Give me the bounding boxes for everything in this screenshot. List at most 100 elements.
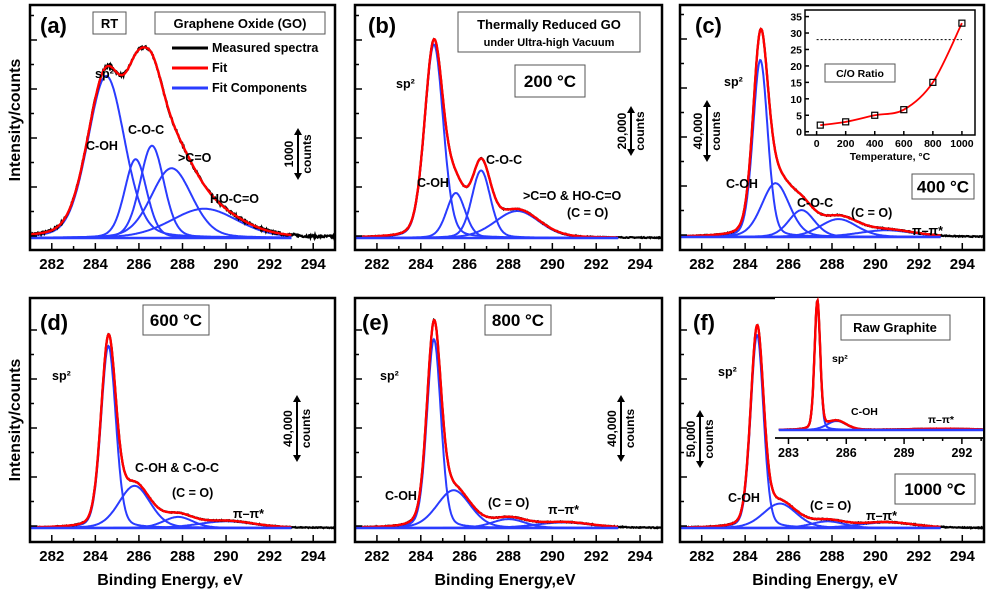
box-text: C/O Ratio [836,68,884,80]
peak-label: (C = O) [851,206,892,220]
inset-data-point [900,106,908,114]
peak-label: C-O-C [486,153,522,167]
x-tick-label: 292 [584,256,609,273]
inset-x-tick-label: 400 [866,138,884,150]
x-tick-label: 288 [819,256,844,273]
inset-fit-line [820,22,963,127]
x-tick-label: 294 [628,548,654,565]
x-tick-label: 284 [733,256,759,273]
fit-component-curve [30,75,292,239]
box-text: 600 °C [150,311,202,330]
x-tick-label: 288 [496,256,521,273]
box-text: Thermally Reduced GO [477,17,621,32]
x-tick-label: 282 [364,256,389,273]
inset-data-point [816,121,824,129]
peak-label: sp² [718,365,737,379]
x-tick-label: 288 [496,548,521,565]
peak-label: C-OH [385,489,417,503]
scale-bar-unit: counts [633,111,647,151]
legend-entry: Fit Components [212,81,307,95]
scale-bar-value: 20,000 [615,112,629,149]
x-tick-label: 288 [170,548,195,565]
peak-label: π–π* [928,414,955,426]
peak-label: π–π* [233,507,264,521]
scale-bar-unit: counts [623,409,637,449]
inset-x-tick-label: 283 [778,446,799,460]
peak-label: (C = O) [488,496,529,510]
x-tick-label: 292 [906,548,931,565]
x-tick-label: 284 [408,548,434,565]
box-text: 1000 °C [904,480,966,499]
peak-label: C-OH [728,491,760,505]
panel-letter: (d) [40,310,68,335]
label-box [142,304,210,336]
fit-line [680,27,941,238]
label-box [92,11,127,35]
x-tick-label: 286 [776,548,801,565]
x-tick-label: 282 [39,256,64,273]
panel-letter: (c) [695,13,722,38]
scale-bar-unit: counts [702,419,716,459]
peak-label: sp² [832,353,848,365]
inset-x-tick-label: 200 [837,138,855,150]
peak-label: sp² [380,369,399,383]
box-text: 200 °C [524,72,576,91]
panel-letter: (f) [693,310,715,335]
x-axis-title: Binding Energy, eV [97,572,243,589]
inset-y-tick-label: 35 [790,12,802,24]
inset-y-tick-label: 20 [790,61,802,73]
scale-bar-value: 40,000 [691,112,705,149]
x-axis-title: Binding Energy, eV [752,572,898,589]
x-tick-label: 282 [364,548,389,565]
inset-x-tick-label: 800 [924,138,942,150]
scale-bar-unit: counts [709,111,723,151]
x-tick-label: 290 [214,548,239,565]
x-tick-label: 292 [584,548,609,565]
peak-label: sp² [396,77,415,91]
peak-label: HO-C=O [210,192,259,206]
peak-label: C-O-C [797,196,833,210]
x-tick-label: 292 [257,548,282,565]
inset-x-tick-label: 286 [836,446,857,460]
x-tick-label: 284 [408,256,434,273]
peak-label: (C = O) [567,206,608,220]
peak-label: sp² [95,67,114,81]
x-tick-label: 294 [301,548,327,565]
scale-bar-arrowheads-icon [293,395,301,462]
x-tick-label: 294 [301,256,327,273]
x-tick-label: 284 [83,548,109,565]
x-tick-label: 286 [126,548,151,565]
x-tick-label: 286 [452,548,477,565]
box-text: RT [101,16,118,31]
scale-bar-value: 40,000 [281,410,295,447]
peak-label: sp² [724,75,743,89]
inset-data-point [958,19,966,27]
x-tick-label: 288 [170,256,195,273]
y-axis-title: Intensity/counts [7,59,24,182]
x-tick-label: 284 [733,548,759,565]
label-box [484,304,552,336]
inset-y-tick-label: 5 [796,110,802,122]
scale-bar-value: 1000 [282,140,296,167]
inset-y-tick-label: 15 [790,77,802,89]
inset-co-ratio: 0 200 400 600 800 1000 0 5 10 15 20 25 30 35 Temperatu… [790,9,976,163]
peak-label: π–π* [912,224,943,238]
peak-label: C-OH & C-O-C [135,461,219,475]
inset-data-point [871,111,879,119]
x-tick-label: 290 [863,548,888,565]
fit-line [30,333,292,529]
x-axis-title: Binding Energy,eV [434,572,575,589]
panel-c: 282 284 286 288 290 292 294 (c) 400 °C sp² C-OH C-O… [678,3,986,273]
peak-label: sp² [52,369,71,383]
x-tick-label: 290 [540,256,565,273]
box-text: 400 °C [917,178,969,197]
legend-entry: Fit [212,61,228,75]
box-text: under Ultra-high Vacuum [484,37,615,49]
peak-label: C-O-C [128,123,164,137]
panel-e: 282 284 286 288 290 292 294 (e) 800 °C sp² C-OH (C … [353,296,664,589]
box-text: Raw Graphite [853,320,937,335]
inset-x-tick-label: 1000 [950,138,974,150]
inset-y-tick-label: 10 [790,94,802,106]
x-tick-label: 294 [628,256,654,273]
x-tick-label: 286 [126,256,151,273]
